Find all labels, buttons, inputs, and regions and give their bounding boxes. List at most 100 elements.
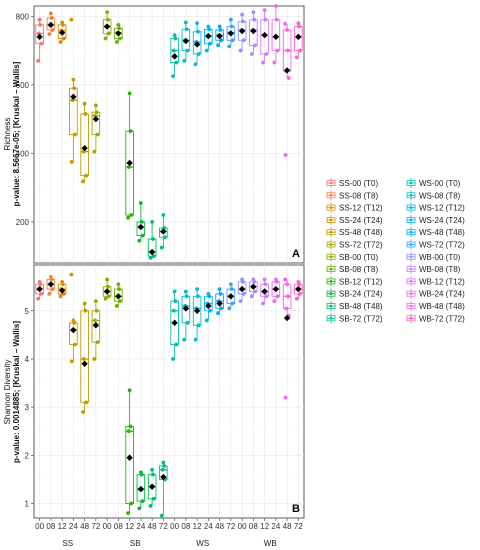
data-point xyxy=(240,12,245,17)
box-ws-24 xyxy=(204,292,213,323)
mean-diamond xyxy=(216,300,223,307)
box-ss-00 xyxy=(35,279,44,301)
data-point xyxy=(37,17,42,22)
mean-diamond xyxy=(238,285,246,293)
box-ss-48 xyxy=(80,101,89,184)
mean-diamond xyxy=(137,223,145,231)
data-point xyxy=(60,20,65,25)
legend-key-point xyxy=(329,230,333,234)
box-wb-08 xyxy=(249,277,258,299)
data-point xyxy=(116,282,121,287)
legend-label: SB-12 (T12) xyxy=(339,277,383,286)
group-label-ss: SS xyxy=(62,539,73,548)
data-point xyxy=(286,76,291,80)
box-sb-00 xyxy=(102,277,112,301)
mean-diamond xyxy=(283,314,291,322)
richness-p-value: p-value: 8.5667e-05; [Kruskal – Wallis] xyxy=(12,61,21,206)
legend-item: SB-12 (T12) xyxy=(326,276,383,287)
data-point xyxy=(117,287,122,291)
data-point xyxy=(84,400,89,405)
data-point xyxy=(283,153,288,157)
legend-item: SB-72 (T72) xyxy=(326,313,383,324)
box-ss-08 xyxy=(46,275,56,296)
legend-label: WB-00 (T0) xyxy=(419,253,461,262)
richness-y-label: Richness xyxy=(3,118,12,151)
data-point xyxy=(184,27,189,32)
data-point xyxy=(126,215,130,220)
mean-diamond xyxy=(126,454,133,461)
box-sb-24 xyxy=(136,470,146,511)
box-body xyxy=(69,322,78,345)
data-point xyxy=(171,74,175,79)
legend-item: WB-72 (T72) xyxy=(406,313,465,324)
data-point xyxy=(272,299,277,304)
data-point xyxy=(275,294,280,299)
legend-item: WB-12 (T12) xyxy=(406,276,465,287)
legend-item: SS-24 (T24) xyxy=(326,214,383,225)
data-point xyxy=(150,219,155,224)
mean-diamond xyxy=(70,93,77,101)
data-point xyxy=(83,112,88,116)
data-point xyxy=(193,337,198,342)
data-point xyxy=(138,470,143,475)
legend-item: WB-48 (T48) xyxy=(406,301,465,311)
data-point xyxy=(261,60,265,65)
mean-diamond xyxy=(295,285,302,293)
legend-key-point xyxy=(409,243,413,246)
x-tick-label: 08 xyxy=(46,522,55,531)
data-point xyxy=(92,357,97,361)
data-point xyxy=(72,86,77,91)
data-point xyxy=(81,357,86,361)
legend-key-point xyxy=(409,193,413,197)
data-point xyxy=(95,132,100,137)
group-label-wb: WB xyxy=(264,539,277,548)
data-point xyxy=(126,429,131,434)
box-ws-00 xyxy=(170,289,179,361)
panel-tag-a: A xyxy=(292,248,300,260)
x-tick-label: 12 xyxy=(260,522,269,531)
data-point xyxy=(249,294,254,299)
legend-item: WB-08 (T8) xyxy=(406,264,461,275)
data-point xyxy=(285,282,290,287)
data-point xyxy=(261,301,265,306)
shannon-y-tick-label: 2 xyxy=(25,451,30,460)
group-label-sb: SB xyxy=(130,539,141,548)
box-ws-72 xyxy=(226,282,236,311)
x-tick-label: 72 xyxy=(91,522,100,531)
data-point xyxy=(161,460,166,465)
data-point xyxy=(82,101,87,106)
x-tick-label: 72 xyxy=(226,522,235,531)
mean-diamond xyxy=(205,302,212,310)
data-point xyxy=(81,410,85,414)
richness-y-tick-label: 600 xyxy=(16,81,30,90)
box-sb-24 xyxy=(136,201,146,243)
box-wb-48 xyxy=(282,277,292,400)
data-point xyxy=(274,17,279,22)
data-point xyxy=(183,20,188,25)
shannon-y-tick-label: 3 xyxy=(25,403,30,412)
legend-key-point xyxy=(409,280,413,283)
data-point xyxy=(61,36,66,41)
data-point xyxy=(36,58,40,63)
data-point xyxy=(48,11,53,16)
data-point xyxy=(206,24,211,29)
data-point xyxy=(208,308,212,313)
data-point xyxy=(118,299,122,304)
data-point xyxy=(241,19,245,24)
box-ws-08 xyxy=(181,20,191,63)
data-point xyxy=(69,160,74,164)
group-label-ws: WS xyxy=(196,539,209,548)
legend-item: SS-08 (T8) xyxy=(326,190,378,201)
box-wb-12 xyxy=(260,277,269,306)
data-point xyxy=(195,287,200,291)
data-point xyxy=(172,33,177,38)
richness-boxes xyxy=(35,4,303,260)
data-point xyxy=(264,294,269,299)
data-point xyxy=(127,91,132,96)
legend-label: SS-08 (T8) xyxy=(339,191,378,200)
legend-key-point xyxy=(409,181,413,185)
mean-diamond xyxy=(58,29,66,36)
mean-diamond xyxy=(126,159,133,167)
data-point xyxy=(148,504,153,508)
mean-diamond xyxy=(283,67,291,74)
